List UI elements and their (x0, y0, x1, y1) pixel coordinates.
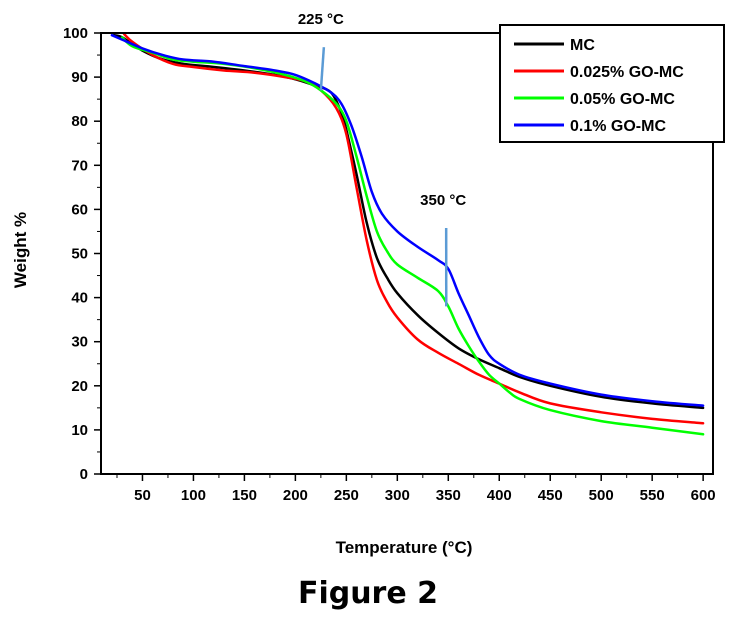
x-tick-label: 450 (538, 487, 563, 504)
x-tick-label: 400 (487, 487, 512, 504)
x-tick-label: 150 (232, 487, 257, 504)
x-tick-label: 200 (283, 487, 308, 504)
x-axis-title: Temperature (°C) (336, 538, 473, 557)
x-tick-label: 600 (691, 487, 716, 504)
y-tick-label: 0 (80, 466, 88, 483)
y-axis-title: Weight % (11, 212, 30, 288)
x-tick-label: 350 (436, 487, 461, 504)
y-tick-label: 100 (63, 25, 88, 42)
x-tick-label: 250 (334, 487, 359, 504)
series-line-3 (110, 33, 705, 407)
y-tick-label: 60 (71, 201, 88, 218)
x-tick-label: 300 (385, 487, 410, 504)
series-line-0 (112, 33, 705, 410)
y-tick-label: 20 (71, 378, 88, 395)
y-tick-label: 10 (71, 422, 88, 439)
figure-caption: Figure 2 (297, 576, 439, 611)
y-tick-label: 30 (71, 334, 88, 351)
x-tick-label: 50 (134, 487, 151, 504)
series-line-1 (122, 32, 705, 425)
y-tick-label: 40 (71, 290, 88, 307)
x-tick-label: 500 (589, 487, 614, 504)
legend-label-2: 0.05% GO-MC (570, 91, 675, 108)
annotation-label: 350 °C (420, 192, 466, 209)
annotation-pointer (319, 47, 326, 91)
legend-label-0: MC (570, 37, 595, 54)
y-tick-label: 50 (71, 246, 88, 263)
x-tick-label: 100 (181, 487, 206, 504)
x-tick-label: 550 (640, 487, 665, 504)
annotation-label: 225 °C (298, 11, 344, 28)
legend-label-1: 0.025% GO-MC (570, 64, 684, 81)
series-layer (110, 32, 705, 436)
y-tick-label: 70 (71, 157, 88, 174)
y-tick-label: 90 (71, 69, 88, 86)
legend-label-3: 0.1% GO-MC (570, 118, 666, 135)
legend: MC 0.025% GO-MC 0.05% GO-MC 0.1% GO-MC (499, 24, 725, 143)
y-tick-label: 80 (71, 113, 88, 130)
